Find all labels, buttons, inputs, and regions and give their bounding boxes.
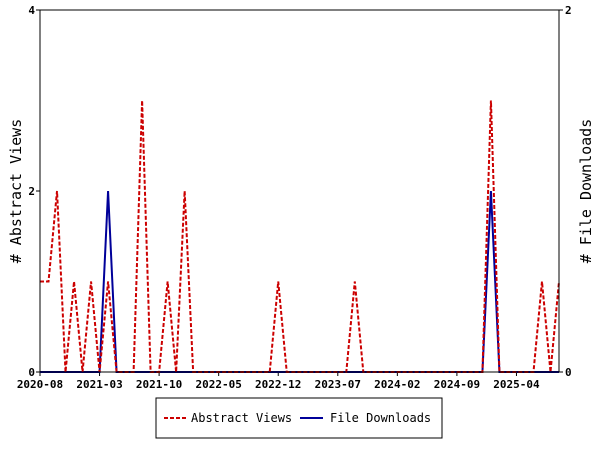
y-left-tick-label: 2 xyxy=(28,185,35,198)
y-left-tick-label: 4 xyxy=(28,4,35,17)
y-right-tick-label: 2 xyxy=(565,4,572,17)
ticks-layer: 2020-08 2021-03 2021-10 2022-05 2022-12 2023-… xyxy=(17,4,572,391)
plot-background xyxy=(40,10,559,372)
legend: Abstract Views File Downloads xyxy=(155,397,443,439)
plot-frame xyxy=(39,9,560,373)
x-tick-label: 2022-05 xyxy=(195,378,241,391)
y-right-tick-label: 0 xyxy=(565,366,572,379)
x-tick-label: 2023-07 xyxy=(315,378,361,391)
x-tick-label: 2024-02 xyxy=(374,378,420,391)
legend-box xyxy=(155,397,443,439)
y-left-tick-label: 0 xyxy=(28,366,35,379)
x-tick-label: 2021-10 xyxy=(136,378,182,391)
x-tick-label: 2022-12 xyxy=(255,378,301,391)
legend-label-file-downloads: File Downloads xyxy=(330,411,431,425)
x-tick-label: 2021-03 xyxy=(76,378,122,391)
y-axis-label-right: # File Downloads xyxy=(577,119,595,264)
legend-label-abstract-views: Abstract Views xyxy=(191,411,292,425)
x-tick-label: 2024-09 xyxy=(434,378,480,391)
y-axis-label-left: # Abstract Views xyxy=(7,119,25,264)
x-tick-label: 2025-04 xyxy=(493,378,540,391)
x-tick-label: 2020-08 xyxy=(17,378,63,391)
